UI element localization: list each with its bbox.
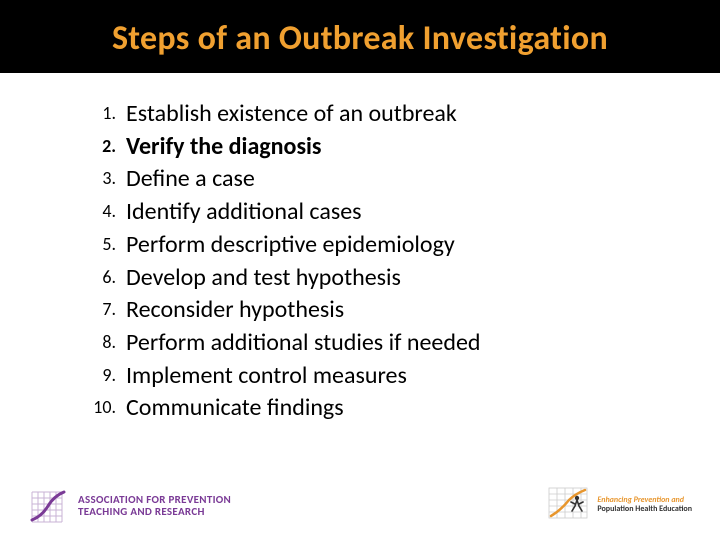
step-text: Develop and test hypothesis bbox=[126, 263, 401, 292]
step-text: Implement control measures bbox=[126, 361, 407, 390]
logo-ephe-text: Enhancing Prevention and Population Heal… bbox=[597, 496, 692, 514]
footer: ASSOCIATION FOR PREVENTION TEACHING AND … bbox=[0, 472, 720, 526]
step-item: Perform descriptive epidemiology bbox=[56, 230, 664, 261]
step-item: Identify additional cases bbox=[56, 197, 664, 228]
step-text: Verify the diagnosis bbox=[126, 132, 322, 161]
step-text: Reconsider hypothesis bbox=[126, 295, 344, 324]
logo-aptr-text: ASSOCIATION FOR PREVENTION TEACHING AND … bbox=[78, 494, 231, 518]
step-item: Reconsider hypothesis bbox=[56, 295, 664, 326]
logo-aptr-line2: TEACHING AND RESEARCH bbox=[78, 506, 231, 518]
step-item: Define a case bbox=[56, 164, 664, 195]
step-text: Perform descriptive epidemiology bbox=[126, 230, 455, 259]
page-title: Steps of an Outbreak Investigation bbox=[0, 18, 720, 59]
logo-ephe-icon bbox=[547, 484, 589, 526]
step-text: Communicate findings bbox=[126, 393, 344, 422]
content-area: Establish existence of an outbreak Verif… bbox=[0, 73, 720, 424]
logo-ephe-line2: Population Health Education bbox=[597, 505, 692, 514]
step-item: Communicate findings bbox=[56, 393, 664, 424]
step-item: Implement control measures bbox=[56, 361, 664, 392]
step-item: Verify the diagnosis bbox=[56, 132, 664, 163]
steps-list: Establish existence of an outbreak Verif… bbox=[56, 99, 664, 424]
step-text: Establish existence of an outbreak bbox=[126, 99, 457, 128]
step-item: Develop and test hypothesis bbox=[56, 263, 664, 294]
title-bar: Steps of an Outbreak Investigation bbox=[0, 0, 720, 73]
logo-aptr: ASSOCIATION FOR PREVENTION TEACHING AND … bbox=[28, 486, 231, 526]
step-item: Perform additional studies if needed bbox=[56, 328, 664, 359]
step-text: Define a case bbox=[126, 164, 255, 193]
logo-ephe: Enhancing Prevention and Population Heal… bbox=[547, 484, 692, 526]
step-text: Perform additional studies if needed bbox=[126, 328, 481, 357]
step-item: Establish existence of an outbreak bbox=[56, 99, 664, 130]
step-text: Identify additional cases bbox=[126, 197, 362, 226]
logo-aptr-icon bbox=[28, 486, 68, 526]
